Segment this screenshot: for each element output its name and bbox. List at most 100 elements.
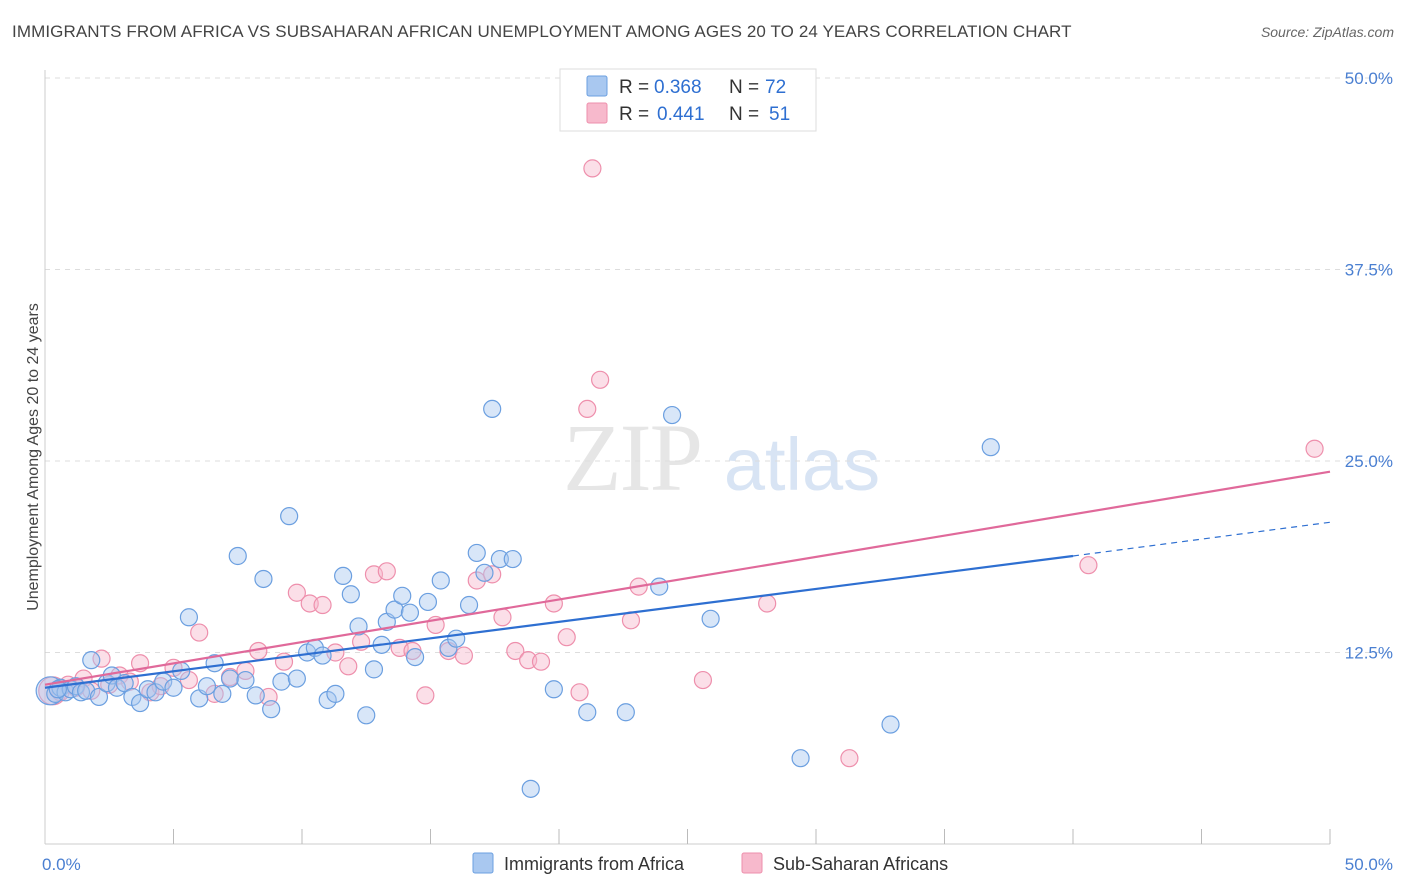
blue-point	[447, 629, 466, 648]
pink-point	[454, 646, 474, 665]
tick-layer: 12.5% 25.0% 37.5% 50.0%	[173, 69, 1393, 844]
pink-point	[578, 399, 597, 419]
pink-point	[190, 623, 209, 642]
blue-point	[82, 651, 101, 670]
bottom-legend-pink-swatch	[741, 852, 763, 874]
pink-point	[483, 565, 502, 584]
blue-point	[262, 700, 281, 719]
blue-point	[439, 638, 458, 658]
pink-point	[287, 583, 306, 602]
blue-point	[393, 586, 412, 605]
blue-point	[650, 577, 669, 596]
bottom-legend-blue-swatch	[472, 852, 494, 874]
blue-point	[254, 569, 273, 589]
series-legend: Immigrants from Africa Sub-Saharan Afric…	[472, 852, 948, 874]
pink-trend-line	[44, 470, 1331, 686]
blue-point	[616, 703, 635, 722]
blue-point	[431, 571, 450, 590]
blue-point	[334, 566, 353, 586]
y-tick-label: 25.0%	[1345, 452, 1393, 471]
trend-layer	[44, 470, 1331, 689]
pink-point	[544, 594, 563, 613]
grid-layer	[45, 77, 1392, 653]
legend-pink-r-label: R =	[619, 104, 649, 125]
blue-point	[503, 549, 522, 569]
legend-pink-n-label: N =	[729, 104, 759, 125]
pink-point	[506, 641, 525, 661]
pink-point	[583, 159, 602, 178]
pink-point	[179, 670, 199, 690]
blue-point	[364, 660, 384, 679]
blue-point	[341, 585, 360, 604]
pink-point	[377, 562, 396, 581]
blue-point	[89, 687, 109, 707]
pink-point	[467, 571, 486, 590]
y-tick-label: 12.5%	[1345, 644, 1393, 663]
x-tick-label-min: 0.0%	[42, 855, 81, 874]
blue-point	[130, 693, 150, 713]
legend-blue-swatch	[586, 75, 608, 97]
y-tick-label: 50.0%	[1345, 69, 1393, 88]
blue-point	[490, 549, 509, 569]
pink-point	[531, 652, 551, 671]
blue-point	[313, 646, 332, 665]
blue-point	[544, 680, 563, 699]
pink-point	[840, 749, 859, 768]
legend-pink-r-value: 0.441	[657, 104, 705, 125]
pink-point	[557, 628, 576, 647]
legend-blue-r-value: 0.368	[654, 77, 702, 98]
blue-point	[662, 405, 682, 425]
legend-blue-n-value: 72	[765, 77, 786, 98]
pink-point	[1079, 556, 1098, 575]
blue-point	[228, 546, 247, 566]
pink-point	[493, 608, 512, 627]
blue-point	[521, 779, 540, 798]
legend-blue-n-label: N =	[729, 77, 759, 98]
source-label: Source: ZipAtlas.com	[1260, 24, 1394, 40]
y-tick-label: 37.5%	[1345, 261, 1393, 280]
pink-point	[416, 686, 435, 705]
watermark-zip: ZIP	[563, 404, 701, 511]
bottom-legend-blue-label: Immigrants from Africa	[504, 854, 685, 874]
blue-point	[467, 543, 486, 563]
blue-point	[280, 507, 299, 526]
blue-point	[326, 684, 345, 703]
blue-point	[578, 703, 597, 722]
blue-point	[475, 563, 494, 582]
blue-point	[179, 608, 199, 627]
blue-trend-line	[44, 554, 1074, 689]
blue-point	[881, 715, 900, 734]
blue-point	[701, 609, 720, 628]
legend-blue-r-label: R =	[619, 77, 649, 98]
legend-pink-n-value: 51	[769, 104, 790, 125]
pink-point	[1305, 439, 1324, 458]
blue-point	[272, 672, 291, 691]
y-axis-label: Unemployment Among Ages 20 to 24 years	[25, 303, 42, 611]
watermark-atlas: atlas	[724, 423, 880, 506]
chart-title: IMMIGRANTS FROM AFRICA VS SUBSAHARAN AFR…	[12, 22, 1072, 41]
blue-point	[791, 749, 810, 768]
blue-point	[405, 647, 425, 667]
x-tick-label-max: 50.0%	[1345, 855, 1393, 874]
blue-point	[385, 600, 404, 619]
bottom-legend-pink-label: Sub-Saharan Africans	[773, 854, 948, 874]
pink-series-points	[38, 159, 1324, 768]
blue-point	[220, 669, 240, 688]
legend-pink-swatch	[586, 102, 608, 124]
pink-point	[591, 370, 610, 389]
pink-point	[313, 595, 332, 615]
blue-point	[246, 686, 265, 705]
pink-point	[570, 683, 589, 702]
blue-trend-line-extension	[1072, 521, 1331, 557]
pink-point	[339, 657, 358, 676]
blue-point	[418, 592, 438, 612]
pink-point	[758, 594, 777, 613]
blue-point	[981, 438, 1000, 457]
blue-point	[349, 617, 368, 636]
blue-point	[164, 678, 183, 697]
blue-point	[459, 595, 479, 615]
blue-point	[287, 669, 306, 688]
blue-point	[213, 684, 232, 703]
blue-point	[197, 677, 217, 696]
